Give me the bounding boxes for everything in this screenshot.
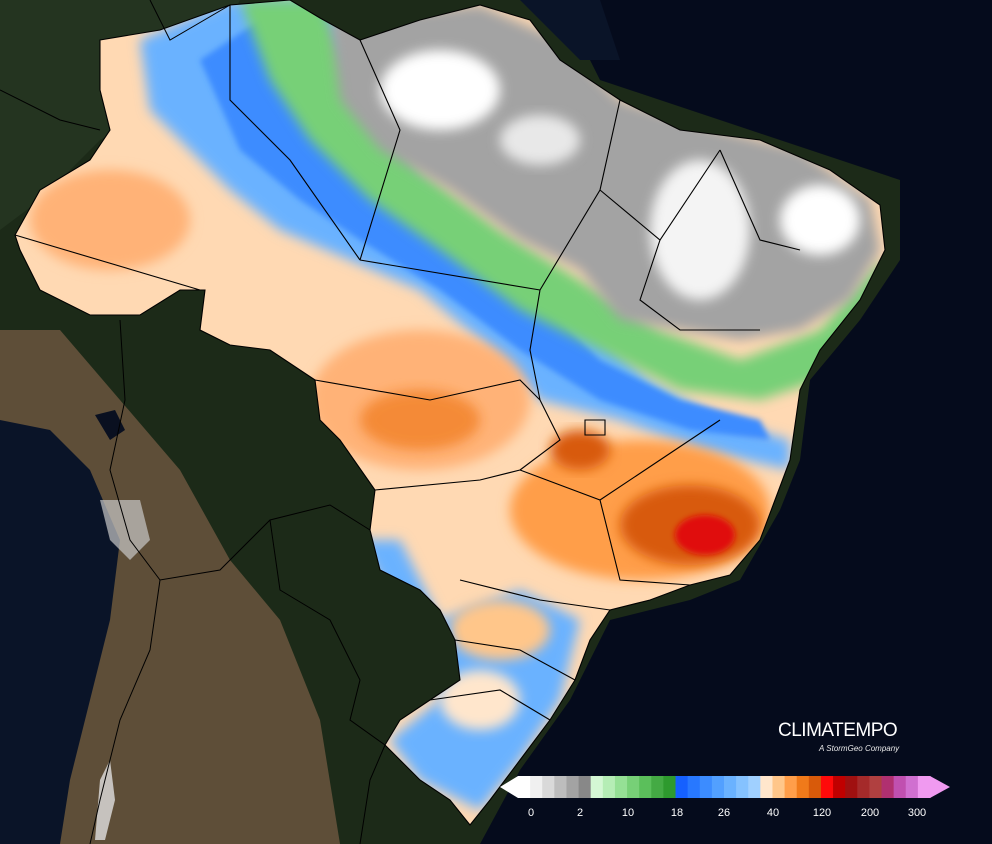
legend-tick-label: 120 xyxy=(812,807,832,819)
legend-tick-label: 40 xyxy=(766,807,780,819)
legend-swatch xyxy=(736,776,749,798)
legend-swatch xyxy=(639,776,652,798)
legend-swatch xyxy=(566,776,580,798)
legend-swatch xyxy=(760,776,773,798)
legend-swatch xyxy=(905,776,919,798)
legend-min-arrow xyxy=(500,776,518,798)
legend-swatch xyxy=(663,776,677,798)
legend-swatch xyxy=(808,776,822,798)
legend-swatch xyxy=(881,776,895,798)
legend-swatch xyxy=(699,776,713,798)
legend-swatch xyxy=(542,776,555,798)
legend-swatch xyxy=(578,776,592,798)
country-borders xyxy=(0,0,386,844)
climatempo-logo: CLIMATEMPO A StormGeo Company xyxy=(778,720,918,753)
legend-max-arrow xyxy=(930,776,950,798)
legend-swatch xyxy=(627,776,640,798)
legend-swatch xyxy=(651,776,664,798)
legend-tick-label: 18 xyxy=(670,807,684,819)
legend-swatch xyxy=(602,776,616,798)
state-borders xyxy=(14,0,886,826)
legend-tick-label: 200 xyxy=(860,807,880,819)
legend-swatch xyxy=(614,776,628,798)
legend-swatch xyxy=(845,776,858,798)
brand-name: CLIMATEMPO xyxy=(778,720,898,741)
precipitation-legend: 0 2 10 18 26 40 120 200 300 xyxy=(500,772,952,822)
legend-swatch xyxy=(687,776,701,798)
legend-swatch xyxy=(772,776,786,798)
legend-swatch xyxy=(857,776,870,798)
legend-swatch xyxy=(784,776,798,798)
legend-swatch xyxy=(518,776,531,798)
brand-tagline: A StormGeo Company xyxy=(819,744,900,753)
legend-tick-label: 300 xyxy=(907,807,927,819)
legend-swatch xyxy=(833,776,846,798)
legend-tick-label: 0 xyxy=(527,807,535,819)
legend-tick-label: 10 xyxy=(621,807,635,819)
legend-swatch xyxy=(796,776,810,798)
legend-swatch xyxy=(675,776,689,798)
legend-swatch xyxy=(869,776,883,798)
legend-swatch xyxy=(820,776,834,798)
legend-tick-label: 2 xyxy=(576,807,584,819)
legend-swatch xyxy=(748,776,761,798)
legend-swatch xyxy=(590,776,604,798)
legend-swatch xyxy=(917,776,931,798)
legend-swatch xyxy=(554,776,567,798)
legend-swatch xyxy=(724,776,737,798)
legend-tick-label: 26 xyxy=(717,807,731,819)
legend-swatch xyxy=(893,776,907,798)
legend-color-bar xyxy=(500,776,950,798)
legend-swatch xyxy=(711,776,725,798)
legend-swatch xyxy=(530,776,543,798)
